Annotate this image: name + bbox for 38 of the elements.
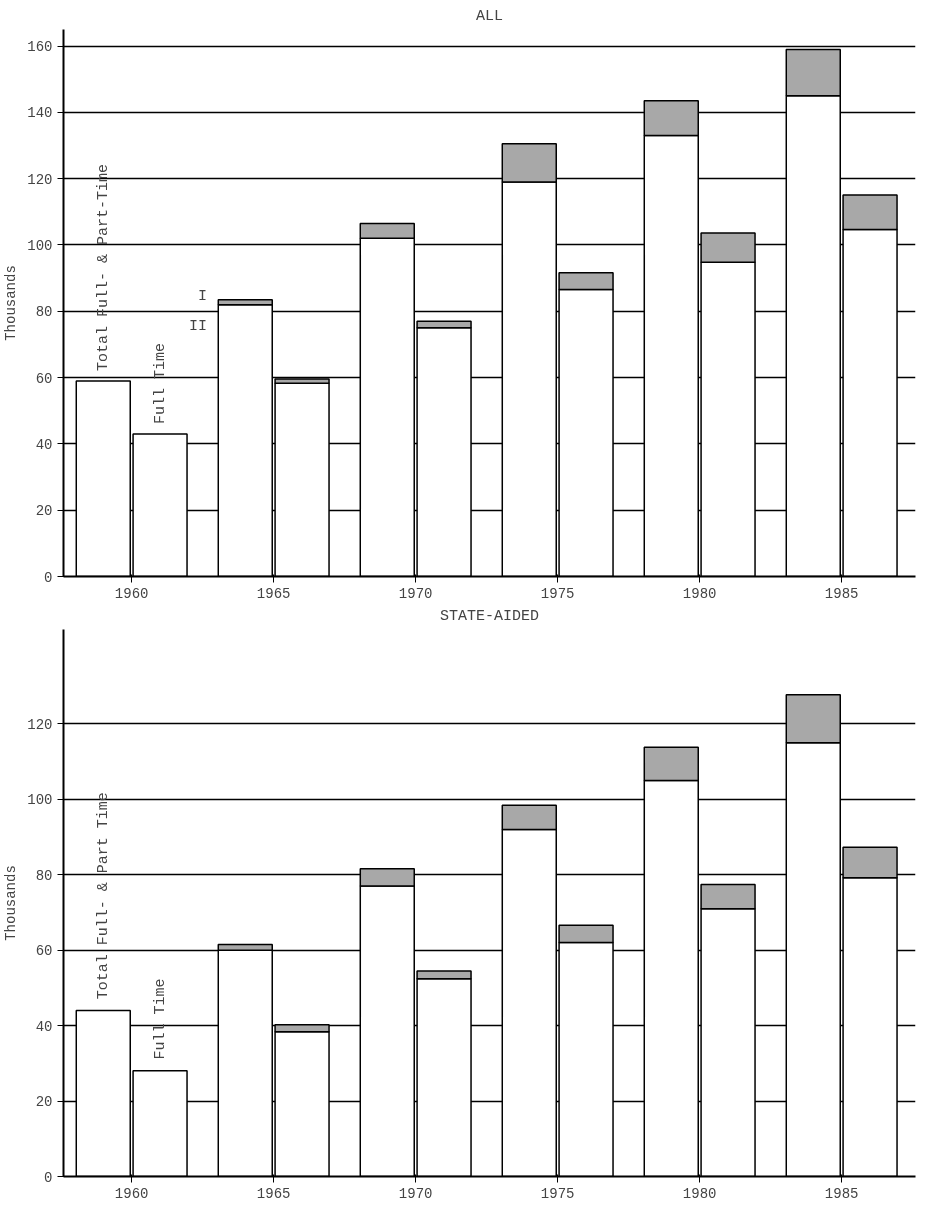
y-tick-label: 40 [35, 1018, 53, 1035]
x-tick-label: 1970 [398, 585, 433, 602]
y-tick-label: 140 [27, 105, 53, 122]
y-tick-label: 100 [27, 237, 53, 254]
y-tick-label: 0 [44, 1169, 53, 1186]
annotation: II [188, 317, 207, 335]
x-tick-label: 1965 [256, 1185, 291, 1202]
y-tick-label: 160 [27, 39, 53, 56]
y-tick-label: 20 [35, 1094, 53, 1111]
x-tick-label: 1960 [114, 585, 149, 602]
annotation: Total Full- & Part Time [94, 792, 112, 1000]
x-tick-label: 1980 [682, 1185, 717, 1202]
x-tick-label: 1985 [824, 585, 859, 602]
y-axis-title: Thousands [3, 265, 20, 341]
x-tick-label: 1970 [398, 1185, 433, 1202]
x-tick-label: 1985 [824, 1185, 859, 1202]
y-tick-label: 60 [35, 943, 53, 960]
y-tick-label: 100 [27, 792, 53, 809]
x-tick-label: 1975 [540, 1185, 575, 1202]
annotation: Total Full- & Part-Time [94, 163, 112, 371]
y-tick-label: 40 [35, 436, 53, 453]
x-tick-label: 1965 [256, 585, 291, 602]
x-tick-label: 1975 [540, 585, 575, 602]
x-tick-label: 1980 [682, 585, 717, 602]
y-axis-title: Thousands [3, 865, 20, 941]
chart-title: STATE-AIDED [439, 607, 540, 625]
x-tick-label: 1960 [114, 1185, 149, 1202]
annotation: Full Time [151, 978, 169, 1060]
y-tick-label: 20 [35, 503, 53, 520]
annotation: Full Time [151, 342, 169, 424]
y-tick-label: 60 [35, 370, 53, 387]
y-tick-label: 120 [27, 716, 53, 733]
y-tick-label: 80 [35, 867, 53, 884]
chart-title: ALL [476, 7, 504, 25]
y-tick-label: 120 [27, 171, 53, 188]
annotation: I [197, 287, 207, 305]
y-tick-label: 80 [35, 304, 53, 321]
y-tick-label: 0 [44, 569, 53, 586]
